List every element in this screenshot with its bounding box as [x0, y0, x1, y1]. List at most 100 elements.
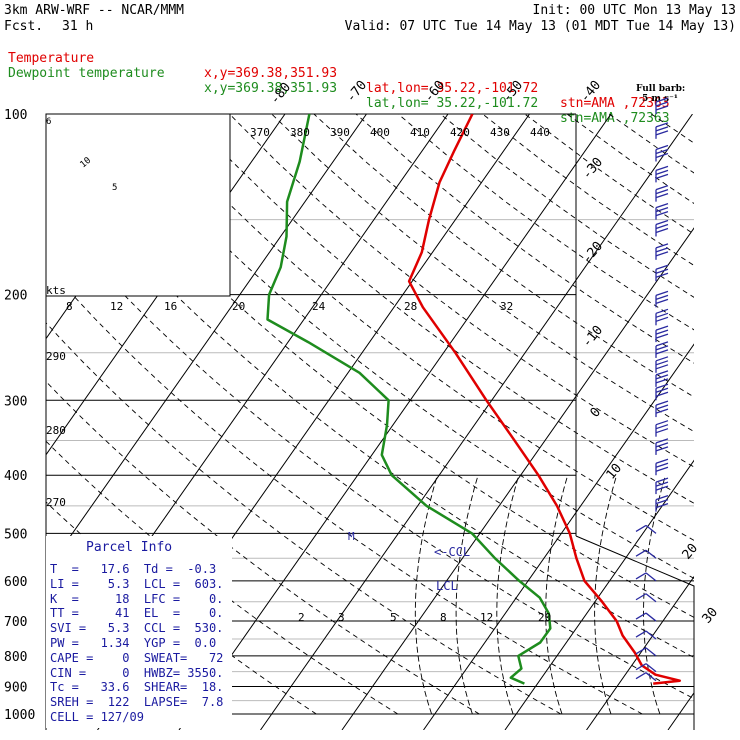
wind-barb [655, 495, 669, 512]
wind-barb-flag [655, 144, 669, 151]
wind-barb-flag [655, 173, 669, 179]
wind-barb-flag [655, 211, 669, 217]
wind-barb-flag [655, 481, 669, 487]
pressure-label-600: 600 [4, 575, 27, 590]
hodo-speed-label: 20 [232, 300, 245, 313]
wind-barb [655, 341, 669, 358]
wind-barb-flag [655, 503, 669, 509]
wind-barb-flag [635, 612, 647, 620]
isotherm-label: 0 [588, 405, 605, 421]
wind-barb-flag [655, 458, 669, 464]
wind-barb [655, 356, 669, 373]
parcel-info-row: SVI = 5.3 CCL = 530. [50, 621, 224, 636]
wind-barb-flag [655, 446, 669, 452]
isotherm-label: 20 [680, 541, 702, 563]
hodo-speed-label: 32 [500, 300, 513, 313]
wind-barb [655, 458, 669, 476]
wind-barb [655, 219, 669, 237]
forecast-hours: 31 h [62, 19, 94, 34]
dewpoint-legend-latlon: lat,lon= 35.22,-101.72 [366, 96, 539, 111]
isotherm-label: -40 [578, 78, 605, 106]
wind-barb-flag [655, 420, 669, 426]
wind-barb-flag [655, 316, 669, 322]
wind-barb-flag [655, 203, 669, 209]
wind-barb [655, 97, 669, 114]
wind-barb-flag [655, 383, 669, 389]
wind-barb [655, 308, 669, 326]
dewpoint-legend: Dewpoint temperature x,y=369.38,351.93 l… [8, 51, 670, 126]
wind-barb-flag [655, 227, 669, 234]
parcel-info-rows: T = 17.6 Td = -0.3 LI = 5.3 LCL = 603. K =… [50, 562, 223, 725]
theta-label: 440 [530, 126, 550, 139]
wind-barb-flag [655, 345, 669, 351]
dry-adiabat [144, 114, 694, 541]
isotherm-label: -30 [580, 155, 607, 183]
mixing-ratio-line [545, 475, 569, 715]
pressure-label-900: 900 [4, 681, 27, 696]
wind-barb-flag [655, 400, 669, 406]
hodo-speed-label: 28 [404, 300, 417, 313]
isotherm-label: 10 [604, 461, 626, 483]
dry-adiabat [397, 114, 694, 331]
wind-barb-flag [655, 243, 669, 249]
theta-label: 420 [450, 126, 470, 139]
wind-barb [635, 612, 657, 622]
barb-legend-units: 5 m s⁻¹ [642, 94, 678, 104]
wind-barb-flag [635, 572, 647, 580]
wind-barb [655, 290, 669, 308]
temperature-legend-xy: x,y=369.38,351.93 [204, 66, 338, 81]
hodograph-frame [45, 113, 231, 297]
wind-barb-flag [655, 360, 669, 366]
dry-adiabat [46, 501, 317, 715]
mixing-ratio-label: 12 [480, 611, 493, 624]
wind-barb-flag [635, 549, 647, 557]
parcel-info-row: Tc = 33.6 SHEAR= 18. [50, 680, 224, 695]
wind-barb-flag [655, 462, 669, 468]
wind-barb-flag [655, 130, 669, 136]
wind-barb-flag [655, 298, 669, 304]
theta-label: 280 [46, 424, 66, 437]
wind-barb-staff [645, 572, 657, 582]
wind-barb-staff [645, 524, 657, 534]
wind-barb-flag [655, 438, 669, 444]
wind-barb [655, 144, 669, 162]
wind-barb-flag [655, 264, 669, 270]
isotherm-label: -60 [422, 78, 449, 106]
parcel-info-title: Parcel Info [86, 540, 173, 555]
isotherm-label: -70 [344, 78, 371, 106]
isotherm [0, 114, 41, 730]
init-time: Init: 00 UTC Mon 13 May 13 [532, 3, 737, 18]
mixing-ratio-label: 5 [390, 611, 397, 624]
parcel-info-row: CIN = 0 HWBZ= 3550. [50, 665, 224, 680]
hodo-kts-label: kts [46, 284, 66, 297]
hodo-ring-label: 5 [112, 183, 117, 193]
wind-barb [655, 325, 669, 343]
theta-label: 390 [330, 126, 350, 139]
wind-barb-flag [655, 408, 669, 414]
isotherm [46, 114, 367, 572]
model-title: 3km ARW-WRF -- NCAR/MMM [4, 3, 185, 18]
wind-barb-flag [655, 152, 669, 159]
dry-adiabat [651, 114, 694, 144]
wind-barb-flag [655, 495, 669, 501]
wind-barb [655, 185, 669, 202]
wind-barb-flag [655, 126, 669, 132]
pressure-label-200: 200 [4, 289, 27, 304]
wind-barb [655, 420, 669, 437]
mixing-ratio-label: 20 [538, 611, 551, 624]
wind-barb [635, 663, 657, 673]
isotherm-label: -50 [500, 78, 527, 106]
mixing-ratio-label: 3 [338, 611, 345, 624]
wind-barb-flag [655, 189, 669, 195]
wind-barb [635, 572, 657, 582]
wind-barb [635, 524, 657, 534]
pressure-label-400: 400 [4, 469, 27, 484]
ccl-marker: <-CCL [434, 545, 470, 559]
wind-barb-staff [645, 663, 657, 673]
theta-label: 270 [46, 496, 66, 509]
isotherm [178, 114, 612, 730]
wind-barb-flag [655, 356, 669, 362]
right-axis-lower [575, 535, 695, 730]
isotherm-label: 30 [700, 605, 722, 627]
